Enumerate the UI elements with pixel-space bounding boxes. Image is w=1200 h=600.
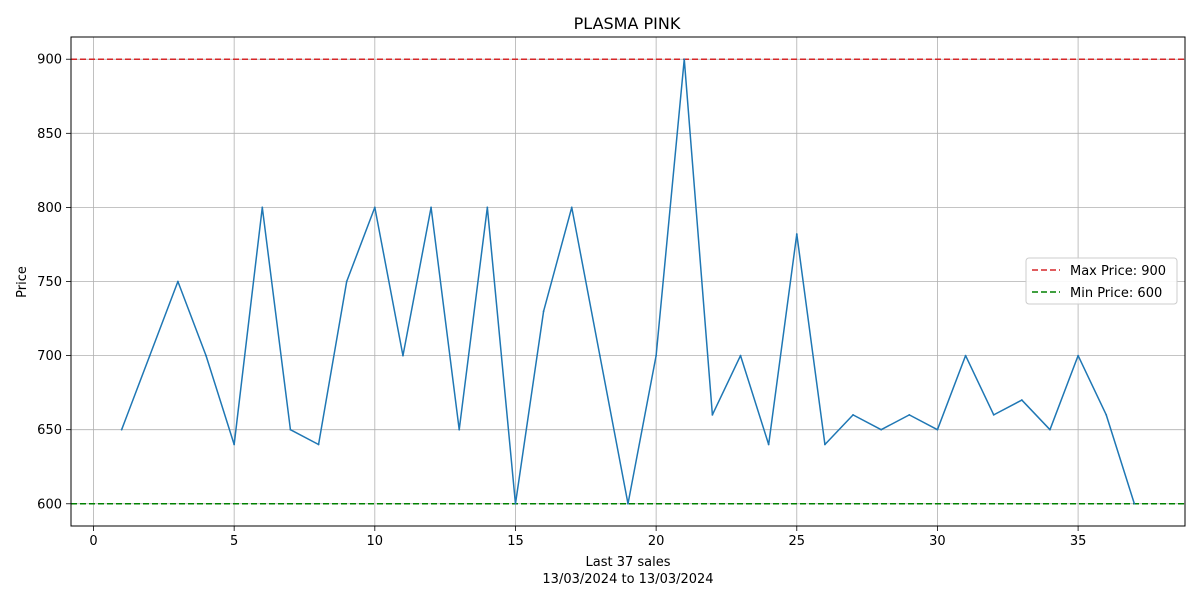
chart-title: PLASMA PINK — [574, 14, 681, 33]
data-point — [598, 354, 601, 357]
x-axis-label: Last 37 sales — [585, 555, 670, 570]
series-layer — [120, 58, 1136, 505]
y-tick-label: 600 — [37, 497, 62, 512]
x-tick-label: 10 — [367, 534, 384, 549]
data-point — [683, 58, 686, 61]
data-point — [992, 413, 995, 416]
y-tick-label: 700 — [37, 349, 62, 364]
data-point — [824, 443, 826, 446]
data-point — [627, 502, 629, 505]
data-point — [570, 206, 573, 209]
x-tick-label: 25 — [789, 534, 806, 549]
x-tick-label: 20 — [648, 534, 665, 549]
data-point — [514, 502, 517, 505]
y-axis-ticks: 600 650 700 750 800 850 900 — [37, 53, 71, 512]
data-point — [795, 233, 798, 235]
data-point — [458, 428, 461, 431]
data-point — [148, 354, 151, 357]
y-tick-label: 850 — [37, 127, 62, 142]
data-point — [486, 206, 489, 209]
x-tick-label: 35 — [1070, 534, 1087, 549]
x-axis-sublabel: 13/03/2024 to 13/03/2024 — [542, 572, 713, 587]
legend-label-min-price: Min Price: 600 — [1070, 286, 1162, 301]
data-point — [430, 206, 432, 209]
x-tick-label: 30 — [929, 534, 946, 549]
data-point — [542, 310, 545, 313]
data-point — [1049, 428, 1051, 431]
data-point — [317, 443, 320, 446]
legend-label-max-price: Max Price: 900 — [1070, 264, 1166, 279]
data-point — [176, 280, 179, 283]
legend-box — [1025, 257, 1178, 305]
y-tick-label: 750 — [37, 275, 62, 290]
x-tick-label: 15 — [507, 534, 524, 549]
data-point — [1105, 413, 1108, 416]
data-point — [964, 354, 967, 357]
data-point — [1077, 354, 1080, 357]
data-point — [373, 206, 376, 209]
data-point — [767, 443, 770, 446]
y-tick-label: 650 — [37, 423, 62, 438]
data-point — [711, 413, 714, 416]
legend: Max Price: 900 Min Price: 600 — [1025, 257, 1178, 305]
data-point — [880, 428, 883, 431]
grid-lines — [71, 37, 1185, 526]
data-point — [908, 413, 911, 416]
data-point — [205, 354, 207, 357]
reference-lines — [71, 58, 1185, 505]
data-point — [1020, 399, 1023, 401]
data-point — [1133, 502, 1136, 505]
data-point — [289, 428, 292, 431]
y-axis-label: Price — [15, 266, 30, 298]
data-point — [261, 206, 264, 209]
x-axis-ticks: 0 5 10 15 20 25 30 35 — [89, 526, 1086, 549]
data-point — [739, 354, 742, 357]
data-point — [120, 428, 123, 431]
data-point — [936, 428, 939, 431]
x-tick-label: 5 — [230, 534, 238, 549]
y-tick-label: 800 — [37, 201, 62, 216]
data-point — [233, 443, 236, 446]
y-tick-label: 900 — [37, 53, 62, 68]
data-point — [345, 280, 348, 283]
x-tick-label: 0 — [89, 534, 97, 549]
data-point — [852, 413, 854, 416]
data-point — [402, 354, 404, 357]
data-point — [655, 354, 658, 357]
